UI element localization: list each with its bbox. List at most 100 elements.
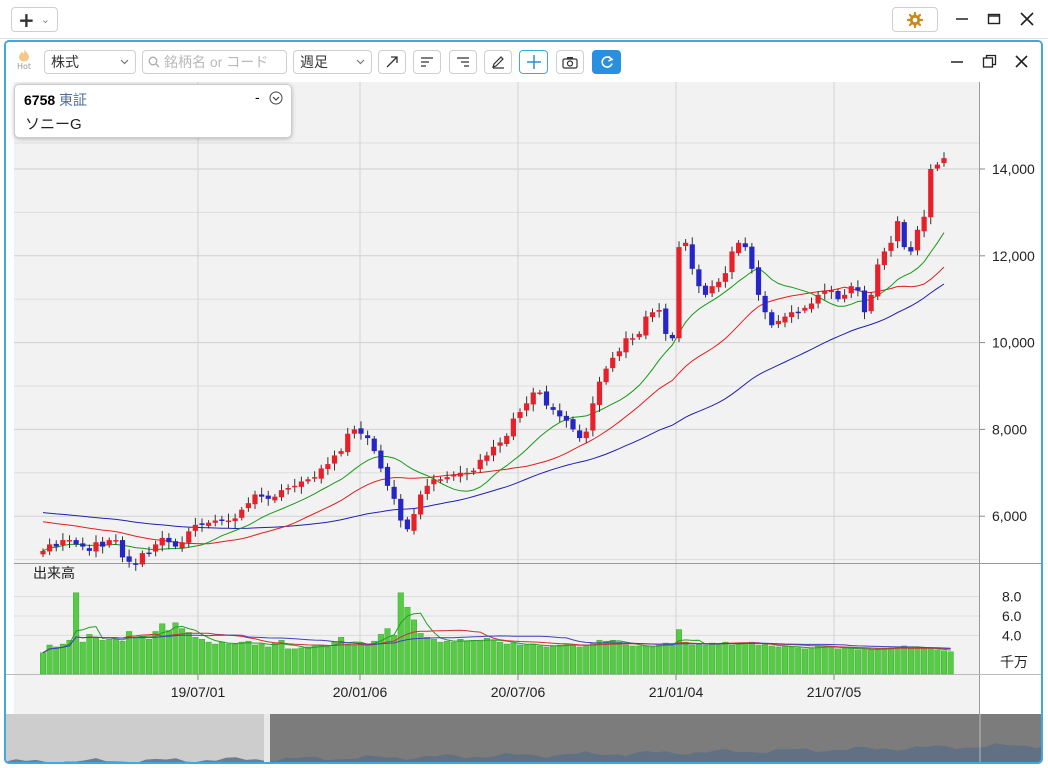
volume-bar <box>729 644 736 675</box>
search-input[interactable]: 銘柄名 or コード <box>142 50 287 74</box>
volume-bar <box>99 639 106 675</box>
candle-body <box>192 524 198 531</box>
volume-bar <box>642 645 649 675</box>
candle-body <box>398 498 404 521</box>
candle-body <box>782 316 788 323</box>
close-icon[interactable] <box>1019 11 1035 27</box>
volume-bar <box>483 638 490 675</box>
volume-bar <box>782 645 789 675</box>
candle-body <box>722 273 728 282</box>
candle-body <box>696 269 702 287</box>
align-right-button[interactable] <box>449 50 477 74</box>
info-collapse-dash[interactable]: - <box>255 89 260 105</box>
screenshot-button[interactable] <box>556 50 584 74</box>
candle-body <box>351 429 357 434</box>
align-left-icon <box>421 57 433 67</box>
candle-body <box>153 544 159 552</box>
market-select[interactable]: 株式 <box>44 50 136 74</box>
candle-body <box>490 446 497 456</box>
volume-bar <box>921 648 928 675</box>
maximize-icon[interactable] <box>987 12 1001 26</box>
date-tick-label: 21/07/05 <box>807 684 862 700</box>
candle-body <box>47 544 53 552</box>
refresh-button[interactable] <box>592 50 621 74</box>
volume-bar <box>424 637 431 675</box>
candle-body <box>914 229 921 251</box>
volume-bar <box>702 644 709 675</box>
candle-body <box>941 158 947 164</box>
volume-bar <box>656 644 663 675</box>
volume-bar <box>285 648 292 675</box>
candle-body <box>219 519 225 521</box>
volume-bar <box>490 639 497 675</box>
volume-bar <box>232 643 239 675</box>
volume-bar <box>636 645 643 675</box>
candle-body <box>524 403 530 411</box>
minimize-icon[interactable] <box>950 56 964 68</box>
candle-body <box>517 412 523 419</box>
volume-bar <box>417 633 424 675</box>
exchange-label: 東証 <box>59 92 88 108</box>
price-tick-label: 14,000 <box>992 161 1035 177</box>
candle-body <box>855 287 861 291</box>
volume-bar <box>384 628 391 675</box>
vol-ma-short <box>42 612 951 654</box>
candle-body <box>60 540 66 546</box>
volume-bar <box>709 642 716 675</box>
crosshair-icon <box>526 55 541 69</box>
candle-body <box>762 295 768 313</box>
volume-bar <box>477 640 484 675</box>
candle-body <box>186 531 192 543</box>
vol-ma-long <box>42 634 951 654</box>
volume-bar <box>755 644 762 675</box>
align-left-button[interactable] <box>413 50 441 74</box>
candlestick-chart[interactable]: 14,000 12,000 10,000 8,000 6,000 8.0 6.0 4.0 1… <box>6 82 1041 714</box>
candle-body <box>557 410 563 417</box>
volume-bar <box>609 639 616 675</box>
candle-body <box>391 486 397 499</box>
candle-body <box>689 244 695 269</box>
align-right-icon <box>457 57 469 67</box>
chevron-circle-icon[interactable] <box>269 91 283 105</box>
volume-bar <box>251 644 258 675</box>
volume-bar <box>550 645 557 675</box>
candle-body <box>550 407 556 410</box>
candle-body <box>305 479 311 482</box>
volume-panel-title: 出来高 <box>33 565 75 581</box>
range-navigator[interactable] <box>6 714 1041 764</box>
candle-body <box>411 514 417 531</box>
candle-body <box>53 543 59 547</box>
volume-bar <box>192 637 199 675</box>
volume-bar <box>543 646 550 675</box>
draw-tool-button[interactable] <box>484 50 512 74</box>
candle-body <box>537 392 543 395</box>
volume-bar <box>437 641 444 675</box>
candle-body <box>729 251 735 273</box>
volume-bar <box>245 640 252 675</box>
candle-body <box>676 247 682 339</box>
settings-button[interactable] <box>892 7 938 32</box>
candle-body <box>795 311 801 314</box>
navigator-area <box>6 743 1041 762</box>
candle-body <box>603 368 609 383</box>
close-icon[interactable] <box>1014 54 1029 69</box>
minimize-icon[interactable] <box>955 12 969 26</box>
refresh-icon <box>600 55 613 68</box>
candle-body <box>225 520 232 523</box>
stock-info-card[interactable]: 6758 東証 - ソニーG <box>14 84 292 138</box>
volume-averages <box>42 612 951 654</box>
candle-body <box>126 556 132 562</box>
navigator-handle[interactable] <box>264 714 270 764</box>
add-window-button[interactable]: + ⌄ <box>11 7 58 32</box>
candle-body <box>497 442 503 446</box>
trendline-tool-button[interactable] <box>378 50 406 74</box>
period-select[interactable]: 週足 <box>293 50 372 74</box>
hot-button[interactable]: Hot <box>13 47 35 77</box>
volume-bar <box>748 641 755 675</box>
crosshair-button[interactable] <box>519 50 548 74</box>
volume-bar <box>377 634 384 675</box>
candle-body <box>252 494 258 505</box>
candle-body <box>570 419 576 430</box>
volume-bar <box>119 640 126 675</box>
restore-icon[interactable] <box>982 54 997 69</box>
